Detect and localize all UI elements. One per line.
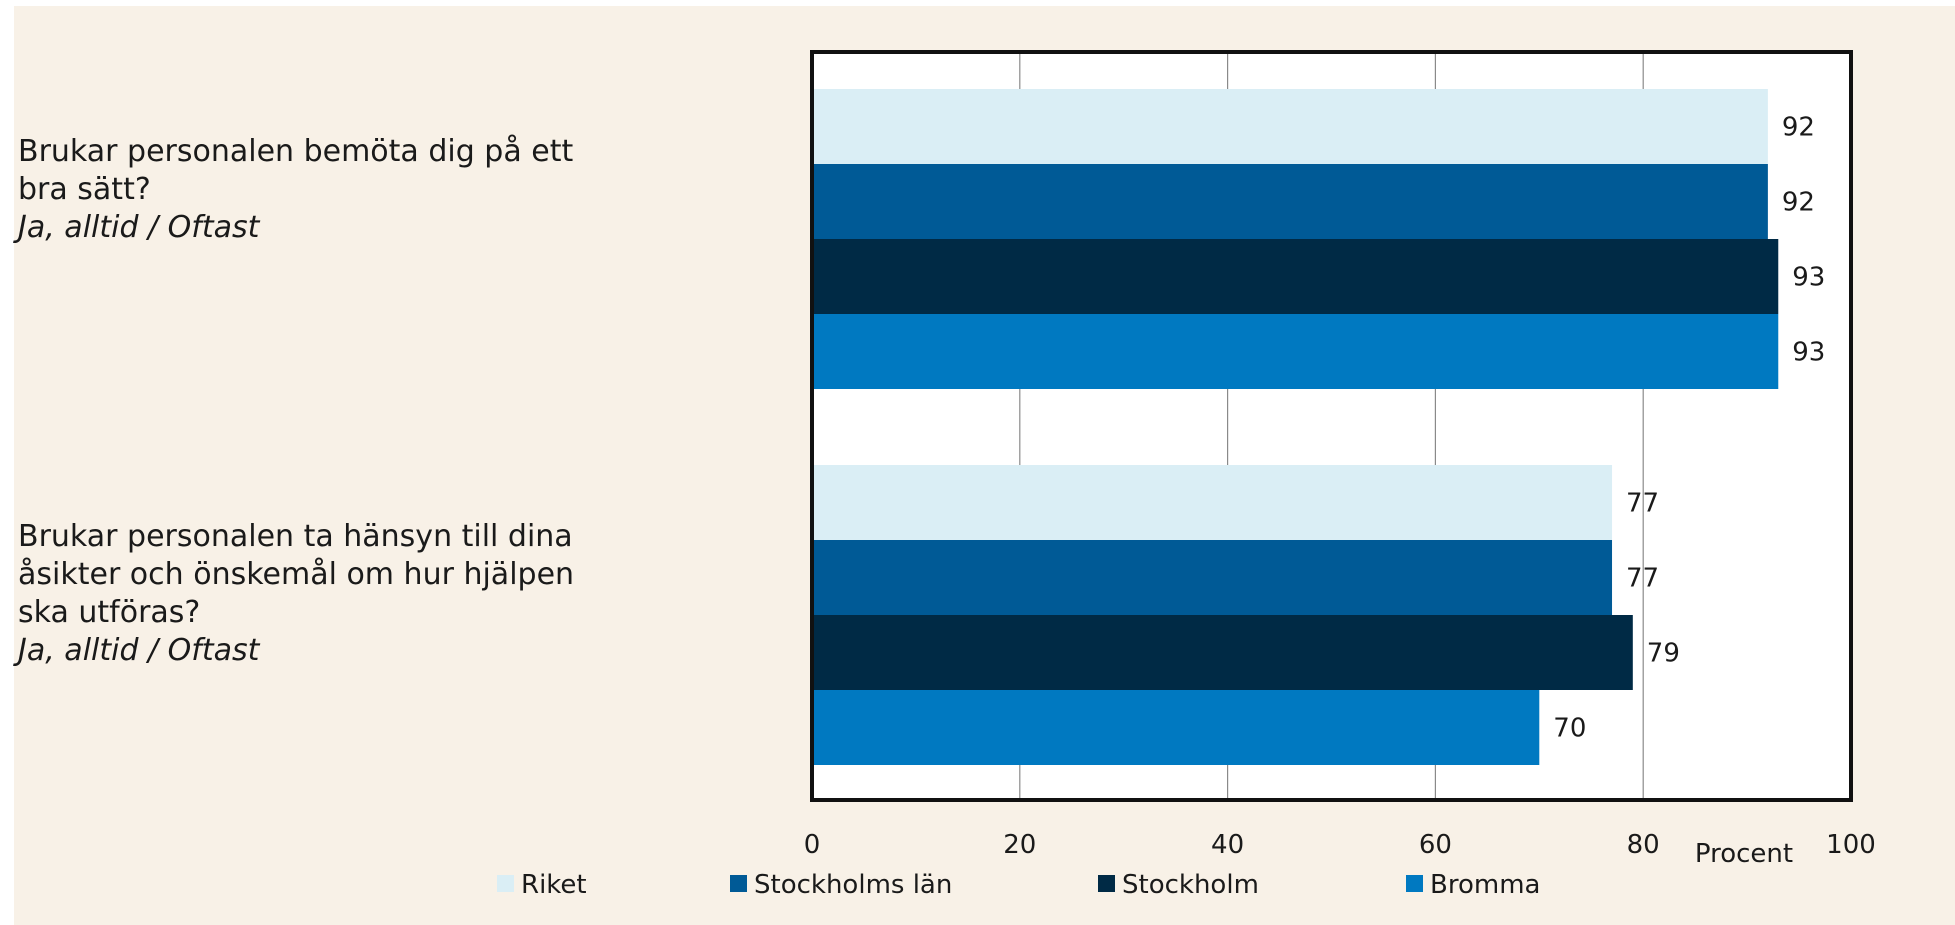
legend-swatch-4 <box>1406 875 1423 892</box>
legend-item-2: Stockholms län <box>730 870 952 900</box>
legend-item-4: Bromma <box>1406 870 1540 900</box>
x-axis-ticks: 0 20 40 60 80 100 <box>804 830 1876 860</box>
bar-2-stockholm <box>812 615 1633 690</box>
legend-label-2: Stockholms län <box>754 870 952 900</box>
category-answer-2: Ja, alltid / Oftast <box>18 633 260 668</box>
bar-1-stockholms-l-n <box>812 164 1768 239</box>
legend-swatch-2 <box>730 875 747 892</box>
x-tick-label-0: 0 <box>804 830 821 860</box>
legend-label-4: Bromma <box>1430 870 1540 900</box>
x-tick-label-80: 80 <box>1627 830 1660 860</box>
data-label-2-2: 77 <box>1626 564 1659 594</box>
bar-1-riket <box>812 89 1768 164</box>
data-label-1-3: 93 <box>1792 263 1825 293</box>
bars <box>812 89 1779 765</box>
x-tick-label-100: 100 <box>1826 830 1876 860</box>
category-label-2: Brukar personalen ta hänsyn till dina ås… <box>18 518 578 670</box>
bar-1-stockholm <box>812 239 1779 314</box>
category-question-2: Brukar personalen ta hänsyn till dina ås… <box>18 519 575 630</box>
data-label-1-1: 92 <box>1782 113 1815 143</box>
legend-item-1: Riket <box>497 870 587 900</box>
data-label-2-3: 79 <box>1647 639 1680 669</box>
category-question-1: Brukar personalen bemöta dig på ett bra … <box>18 134 574 207</box>
x-tick-label-40: 40 <box>1211 830 1244 860</box>
x-tick-label-60: 60 <box>1419 830 1452 860</box>
legend: Riket Stockholms län Stockholm Bromma <box>497 870 1540 900</box>
data-label-2-4: 70 <box>1553 714 1586 744</box>
bar-2-stockholms-l-n <box>812 540 1613 615</box>
legend-label-3: Stockholm <box>1122 870 1259 900</box>
legend-swatch-3 <box>1098 875 1115 892</box>
bar-2-riket <box>812 465 1613 540</box>
category-label-1: Brukar personalen bemöta dig på ett bra … <box>18 133 578 247</box>
data-label-1-4: 93 <box>1792 338 1825 368</box>
category-answer-1: Ja, alltid / Oftast <box>18 210 260 245</box>
x-axis-unit-label: Procent <box>1695 839 1793 869</box>
data-label-2-1: 77 <box>1626 489 1659 519</box>
bar-1-bromma <box>812 314 1779 389</box>
data-labels: 92 92 93 93 77 77 79 70 <box>1553 113 1825 744</box>
legend-label-1: Riket <box>521 870 587 900</box>
plot-frame <box>810 50 1853 802</box>
legend-item-3: Stockholm <box>1098 870 1259 900</box>
data-label-1-2: 92 <box>1782 188 1815 218</box>
legend-swatch-1 <box>497 875 514 892</box>
bar-2-bromma <box>812 690 1540 765</box>
x-tick-label-20: 20 <box>1003 830 1036 860</box>
